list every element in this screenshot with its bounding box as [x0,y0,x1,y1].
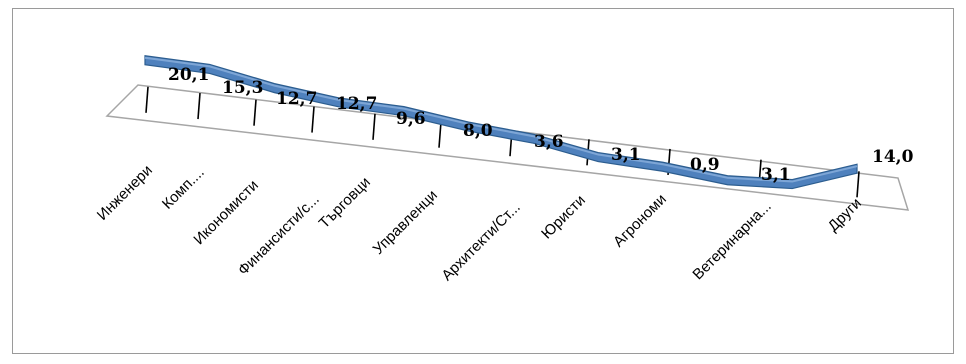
series-ribbon [144,55,858,190]
data-label: 3,6 [534,132,564,152]
data-label: 14,0 [872,147,914,167]
category-label: Инженери [94,162,156,224]
category-label: Ветеринарна... [689,198,774,283]
data-label: 12,7 [336,94,377,114]
category-label: Юристи [538,192,589,243]
series-highlight [144,56,858,183]
data-label: 3,1 [761,165,791,185]
chart-floor [105,84,910,211]
tick-marks [145,86,860,198]
tick-mark [856,171,860,198]
data-labels: 20,1 15,3 12,7 12,7 9,6 8,0 3,6 3,1 0,9 3,1 14,0 [168,65,914,185]
data-label: 3,1 [611,145,641,165]
category-label: Търговци [316,174,374,232]
tick-mark [372,113,376,140]
tick-mark [311,106,315,133]
tick-mark [253,99,257,126]
category-label: Комп.... [159,164,208,213]
data-label: 15,3 [222,78,263,98]
tick-mark [197,92,201,120]
data-label: 20,1 [168,65,209,85]
data-label: 8,0 [463,121,493,141]
category-label: Агрономи [610,191,670,251]
data-label: 12,7 [276,89,317,109]
data-label: 0,9 [690,155,720,175]
category-label: Икономисти [190,177,261,248]
category-label: Финансисти/с... [235,191,323,279]
series-line [144,55,858,190]
category-label: Архитекти/Ст... [438,199,523,284]
tick-mark [145,86,149,113]
category-label: Управленци [370,187,441,258]
data-label: 9,6 [396,109,426,129]
tick-mark [438,121,442,148]
